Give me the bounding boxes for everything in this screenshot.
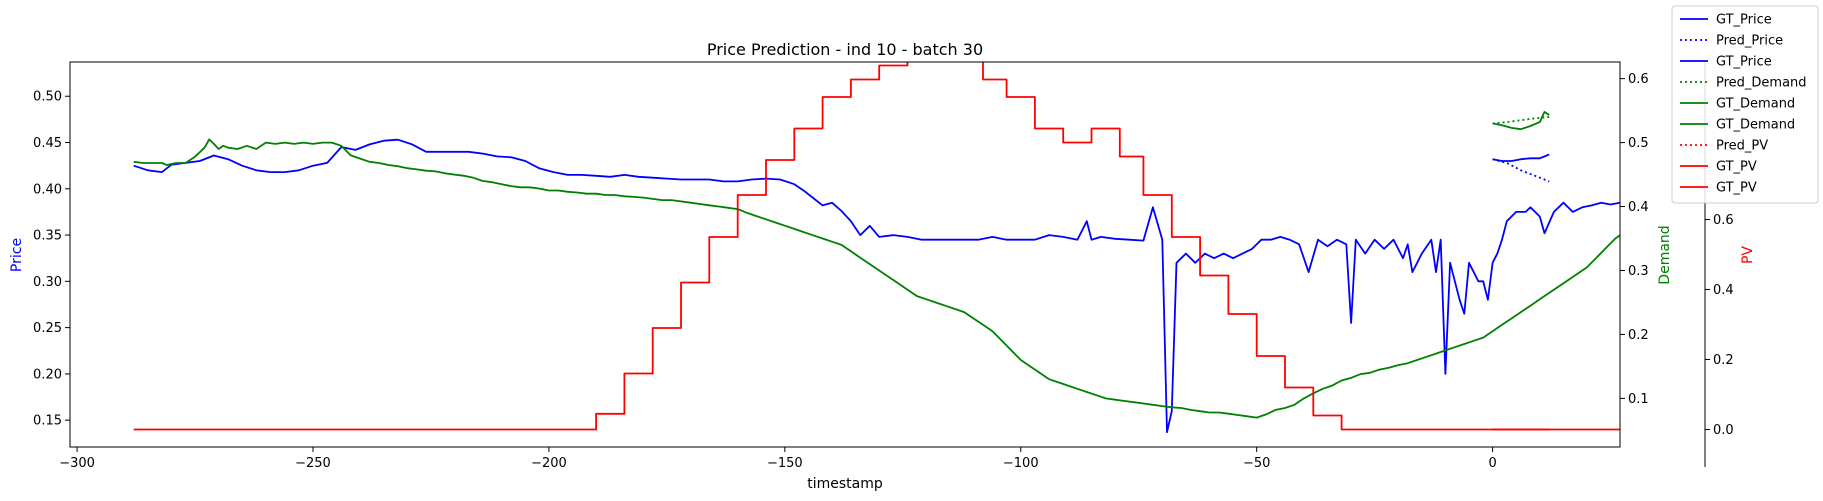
series-line-pred-price-2 [1492,158,1550,183]
price-tick-label: 0.50 [33,90,62,105]
price-tick-label: 0.40 [33,182,62,197]
price-tick-label: 0.35 [33,229,62,244]
x-tick-label: −250 [295,456,331,471]
demand-tick-label: 0.2 [1628,328,1649,343]
demand-tick-label: 0.5 [1628,136,1649,151]
series-layer [133,62,1620,434]
legend-label: GT_Demand [1716,118,1795,133]
legend: GT_Price Pred_Price GT_Price Pred_Demand GT_… [1671,5,1819,204]
demand-tick-label: 0.6 [1628,72,1649,87]
x-tick-label: −200 [531,456,567,471]
legend-label: GT_PV [1716,160,1757,175]
pv-tick-label: 0.6 [1713,213,1734,228]
pv-tick-label: 0.0 [1713,423,1734,438]
legend-label: GT_Price [1716,13,1772,28]
series-line-gt-price-1 [1492,153,1550,162]
legend-label: Pred_Demand [1716,76,1807,91]
plot-frame [69,61,1621,448]
demand-tick-label: 0.4 [1628,200,1649,215]
price-tick-label: 0.45 [33,136,62,151]
price-tick-label: 0.25 [33,321,62,336]
pv-axis-label: PV [1740,246,1756,264]
legend-box [1671,5,1819,204]
series-line-gt-demand-4 [1492,111,1550,131]
legend-label: GT_PV [1716,181,1757,196]
x-axis: −300 −250 −200 −150 −100 −50 0 [59,447,1497,471]
x-axis-label: timestamp [807,476,883,492]
demand-tick-label: 0.1 [1628,392,1649,407]
series-line-gt-demand-3 [133,138,1620,419]
legend-label: GT_Demand [1716,97,1795,112]
price-axis-label: Price [9,238,25,272]
series-line-gt-pv-6 [133,62,1620,431]
legend-label: Pred_PV [1716,139,1768,154]
x-tick-label: −150 [767,456,803,471]
price-tick-label: 0.15 [33,414,62,429]
demand-axis-label: Demand [1657,225,1673,284]
legend-label: GT_Price [1716,55,1772,70]
chart-title: Price Prediction - ind 10 - batch 30 [707,40,983,59]
pv-tick-label: 0.4 [1713,283,1734,298]
pv-tick-label: 0.2 [1713,353,1734,368]
x-tick-label: −300 [59,456,95,471]
demand-axis: 0.1 0.2 0.3 0.4 0.5 0.6 [1620,72,1649,407]
x-tick-label: 0 [1488,456,1496,471]
x-tick-label: −50 [1243,456,1270,471]
price-axis: 0.15 0.20 0.25 0.30 0.35 0.40 0.45 0.50 [33,90,70,429]
demand-tick-label: 0.3 [1628,264,1649,279]
x-tick-label: −100 [1003,456,1039,471]
legend-label: Pred_Price [1716,34,1783,49]
price-tick-label: 0.20 [33,367,62,382]
series-line-gt-price-0 [133,138,1620,434]
price-tick-label: 0.30 [33,275,62,290]
